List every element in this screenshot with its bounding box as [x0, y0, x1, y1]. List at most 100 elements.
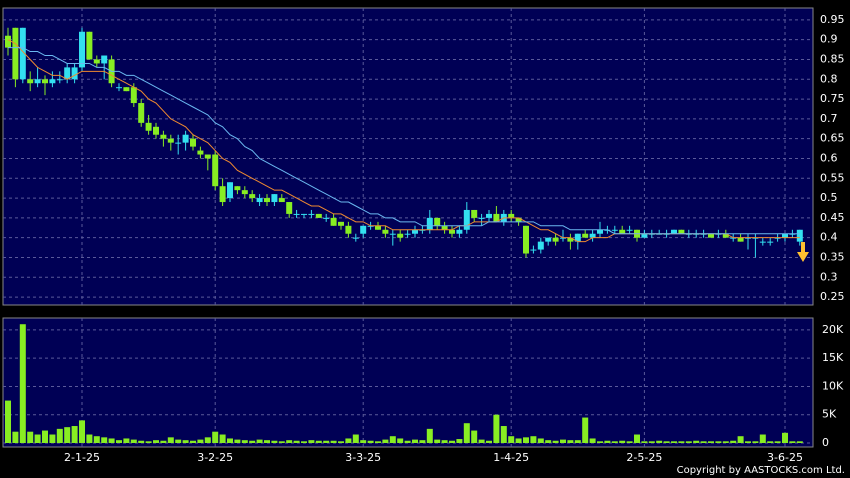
y-tick-label: 0.3 [820, 270, 838, 283]
volume-bar [626, 441, 633, 443]
candle-body [389, 233, 396, 235]
volume-bar [722, 441, 729, 443]
y-tick-label: 20K [822, 323, 844, 336]
volume-bar [286, 440, 293, 443]
candle-body [175, 142, 182, 144]
candle-body [345, 225, 352, 234]
volume-bar [434, 439, 441, 443]
volume-bar [190, 440, 196, 443]
candle-body [737, 237, 744, 242]
volume-bar [382, 439, 389, 443]
candle-body [12, 27, 19, 80]
volume-bar [648, 441, 655, 443]
candle-body [352, 237, 359, 239]
y-tick-label: 0.9 [820, 33, 838, 46]
candle-body [530, 249, 537, 251]
volume-bar [278, 441, 285, 443]
candle-body [5, 35, 11, 48]
candle-body [42, 79, 48, 84]
candle-body [301, 213, 307, 215]
y-tick-label: 15K [822, 351, 844, 364]
volume-bar [123, 438, 130, 443]
volume-bar [330, 440, 337, 443]
candle-body [56, 79, 63, 81]
candle-body [182, 134, 189, 143]
arrow-icon [797, 242, 809, 262]
candle-body [123, 87, 130, 92]
candle-body [64, 67, 71, 80]
volume-bar [175, 439, 182, 443]
volume-bar [264, 440, 270, 443]
volume-bar [360, 440, 367, 443]
volume-bar [515, 438, 522, 443]
candle-body [471, 209, 478, 218]
candle-body [212, 154, 219, 187]
y-tick-label: 0.65 [820, 132, 845, 145]
volume-bar [715, 441, 722, 443]
volume-bar [197, 439, 204, 443]
y-tick-label: 5K [822, 408, 837, 421]
volume-bar [471, 430, 478, 443]
y-tick-label: 0.45 [820, 211, 845, 224]
candle-body [234, 186, 241, 191]
volume-bar [323, 440, 330, 443]
volume-bar [478, 439, 485, 443]
volume-bar [678, 441, 685, 443]
volume-bar [774, 441, 781, 443]
y-tick-label: 0.55 [820, 171, 845, 184]
candle-body [19, 27, 26, 80]
volume-bar [219, 434, 226, 443]
candle-body [412, 229, 418, 234]
volume-bar [42, 430, 48, 443]
candle-body [523, 225, 529, 254]
candle-body [449, 229, 455, 234]
candle-body [308, 213, 315, 215]
candle-body [197, 150, 204, 155]
candle-body [323, 217, 330, 219]
candle-body [767, 241, 774, 243]
candle-body [486, 213, 492, 218]
candle-body [456, 229, 463, 234]
candle-body [463, 209, 470, 230]
volume-bar [745, 441, 751, 443]
candle-body [167, 138, 174, 143]
candle-body [79, 31, 85, 68]
candle-body [722, 233, 729, 238]
volume-bar [352, 434, 359, 443]
volume-bar [767, 441, 774, 443]
volume-bar [160, 440, 167, 443]
candle-body [256, 198, 263, 203]
volume-bar [182, 440, 189, 443]
candle-body [138, 103, 145, 123]
volume-bar [486, 440, 492, 443]
candle-body [796, 229, 803, 242]
y-tick-label: 0.75 [820, 92, 845, 105]
volume-bar [404, 440, 411, 443]
candle-body [49, 79, 56, 84]
volume-bar [116, 440, 122, 443]
volume-bar [663, 441, 670, 443]
candle-body [101, 55, 108, 64]
volume-bar [589, 438, 596, 443]
volume-bar [227, 438, 233, 443]
candle-body [508, 213, 515, 218]
volume-bar [796, 441, 803, 443]
volume-bar [619, 440, 626, 443]
volume-bar [19, 324, 26, 443]
x-tick-label: 3-2-25 [197, 451, 233, 464]
volume-bar [730, 440, 737, 443]
volume-bar [500, 426, 507, 443]
volume-bar [249, 440, 256, 443]
candle-body [264, 198, 270, 203]
y-tick-label: 0.25 [820, 290, 845, 303]
volume-bar [530, 436, 537, 443]
candle-body [545, 237, 552, 242]
volume-bar [234, 439, 241, 443]
volume-bar [130, 439, 137, 443]
candle-body [382, 229, 389, 234]
volume-bar [12, 431, 19, 443]
volume-bar [552, 440, 559, 443]
candle-body [338, 221, 344, 226]
candle-body [671, 229, 677, 234]
